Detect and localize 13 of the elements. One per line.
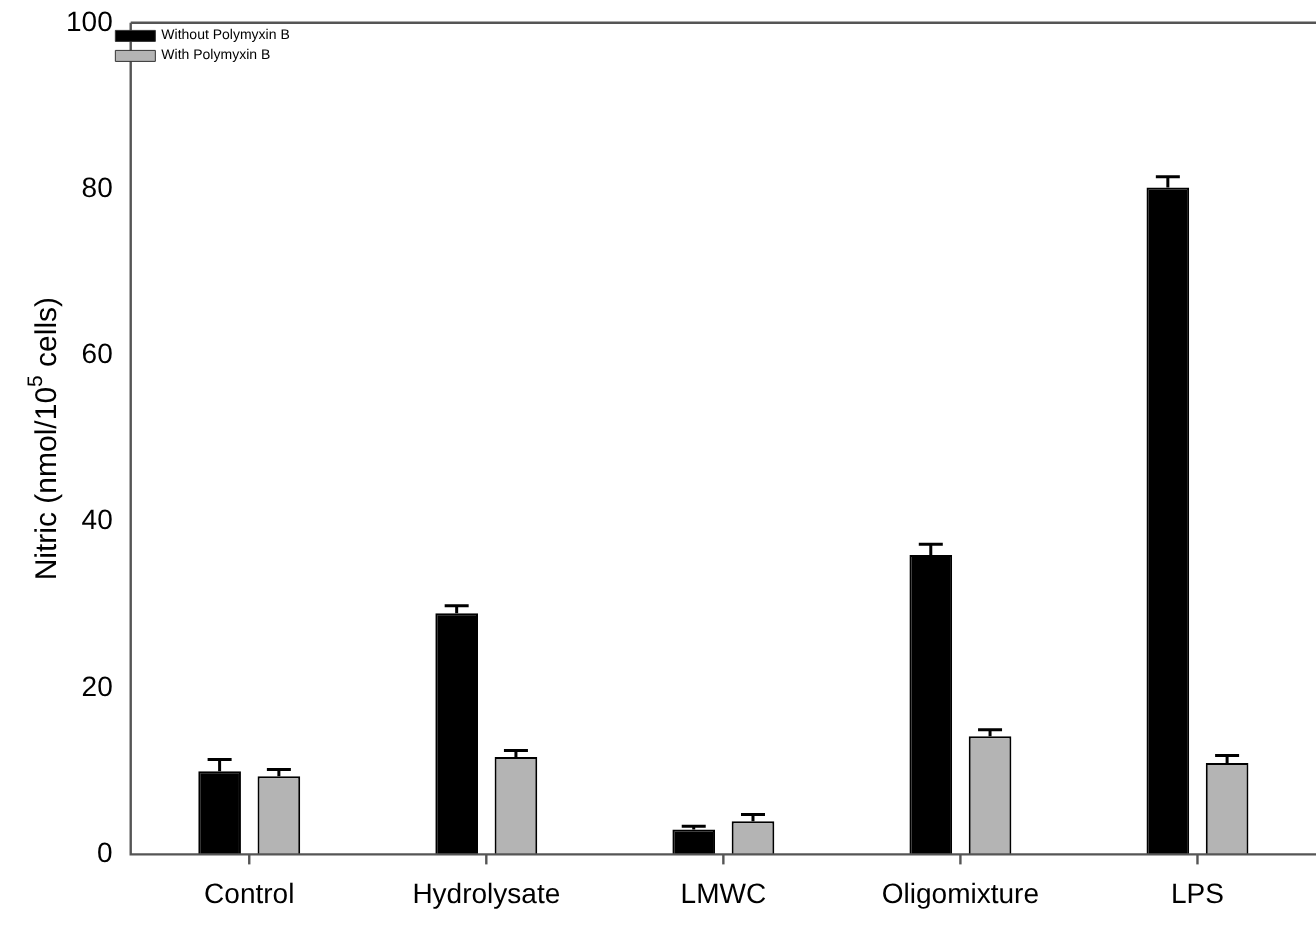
x-tick-label: LPS (1171, 876, 1224, 909)
y-tick-label: 40 (81, 503, 114, 536)
y-tick-label: 0 (97, 836, 114, 869)
x-tick-label: Oligomixture (881, 876, 1040, 909)
bar (672, 829, 716, 855)
x-tick-label: Control (204, 876, 295, 909)
y-tick-label: 100 (66, 4, 114, 37)
x-tick-label: LMWC (680, 876, 767, 909)
y-tick-label: 20 (81, 669, 114, 702)
y-tick-label: 60 (81, 337, 114, 370)
y-axis-title: Nitric (nmol/105 cells) (23, 296, 65, 581)
x-tick-label: Hydrolysate (412, 876, 561, 909)
y-tick-label: 80 (81, 170, 114, 203)
